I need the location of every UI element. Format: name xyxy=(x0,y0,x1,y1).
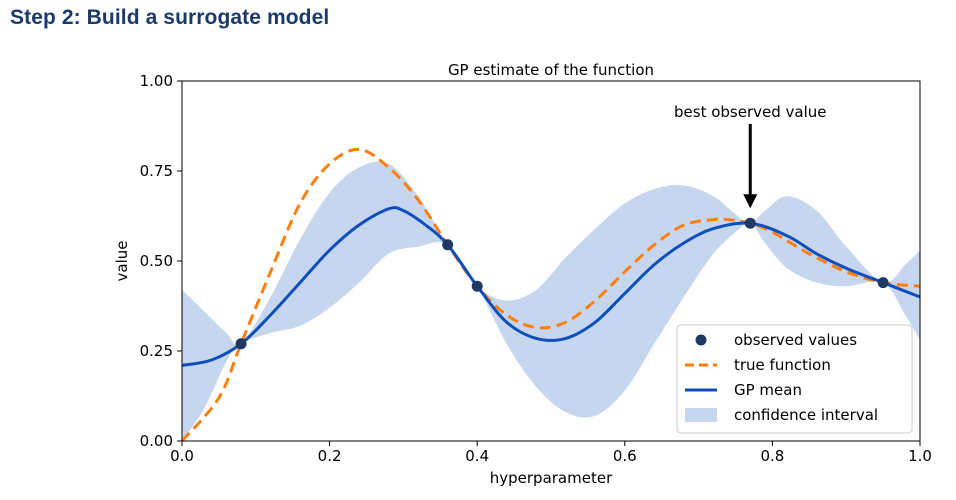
legend-marker-observed xyxy=(695,334,707,346)
y-axis-label: value xyxy=(113,241,131,282)
y-tick-label: 0.75 xyxy=(140,162,173,180)
y-tick-label: 0.00 xyxy=(140,432,173,450)
x-tick-label: 0.4 xyxy=(465,447,489,465)
legend-label: GP mean xyxy=(734,381,802,399)
observed-point xyxy=(877,277,889,289)
y-tick-label: 0.25 xyxy=(140,342,173,360)
observed-point xyxy=(744,217,756,229)
confidence-band xyxy=(182,161,920,441)
observed-point xyxy=(442,239,454,251)
annotation-arrow-head xyxy=(743,194,758,209)
legend-box xyxy=(676,324,913,434)
y-tick-label: 1.00 xyxy=(140,72,173,90)
observed-point xyxy=(471,280,483,292)
x-axis-label: hyperparameter xyxy=(490,469,613,487)
gp-mean-line xyxy=(182,206,920,367)
observed-point xyxy=(235,338,247,350)
legend-label: observed values xyxy=(734,331,857,349)
x-tick-label: 0.6 xyxy=(613,447,637,465)
annotation-label: best observed value xyxy=(674,103,827,121)
legend-label: confidence interval xyxy=(734,406,878,424)
true-function-line xyxy=(182,147,920,441)
x-tick-label: 0.2 xyxy=(318,447,342,465)
chart-title: GP estimate of the function xyxy=(448,61,654,79)
x-tick-label: 1.0 xyxy=(908,447,932,465)
x-tick-label: 0.0 xyxy=(170,447,194,465)
y-tick-label: 0.50 xyxy=(140,252,173,270)
legend-label: true function xyxy=(734,356,831,374)
legend-marker-confidence xyxy=(685,408,717,422)
page-title: Step 2: Build a surrogate model xyxy=(10,6,330,29)
x-tick-label: 0.8 xyxy=(760,447,784,465)
